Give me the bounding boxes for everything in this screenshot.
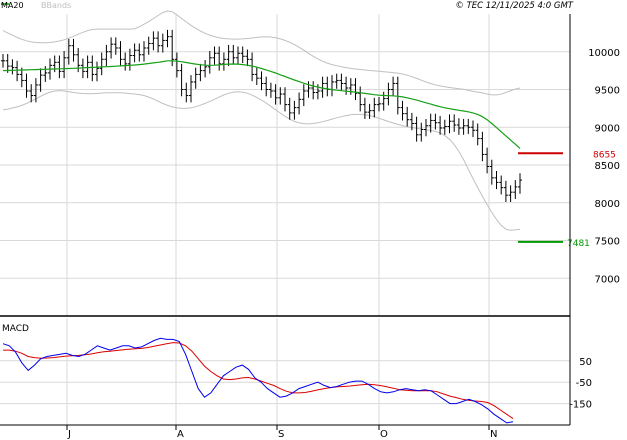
- macd-y-tick-label: 50: [579, 357, 592, 368]
- price-y-axis-labels: 7000 7500 8000 8500 9000 9500 10000: [588, 48, 620, 286]
- price-y-tick-label: 8500: [595, 161, 620, 172]
- price-month-gridlines: [66, 14, 490, 316]
- x-axis-month-label: J: [67, 429, 71, 440]
- price-y-tick-label: 10000: [588, 48, 620, 59]
- x-axis-month-label: S: [278, 429, 284, 440]
- legend-bbands-label: BBands: [41, 1, 71, 10]
- bbands-upper-line: [2, 10, 521, 96]
- macd-line: [2, 337, 514, 424]
- x-axis-month-label: N: [490, 429, 497, 440]
- x-axis-month-label: O: [380, 429, 388, 440]
- macd-panel: MACD 50 -50 -150: [0, 318, 592, 425]
- macd-y-tick-label: -150: [569, 400, 592, 411]
- macd-gridlines: [0, 360, 570, 405]
- macd-title: MACD: [2, 324, 29, 334]
- price-y-tick-label: 9500: [595, 86, 620, 97]
- price-y-tick-label: 7000: [595, 274, 620, 285]
- price-y-tick-label: 9000: [595, 123, 620, 134]
- x-axis-month-label: A: [177, 429, 184, 440]
- resistance-label: 8655: [593, 150, 616, 160]
- bbands-lower-line: [2, 90, 521, 231]
- legend-ma20-label: MA20: [1, 1, 24, 10]
- copyright-text: © TEC 12/11/2025 4:0 GMT: [455, 1, 573, 11]
- price-gridlines: [0, 51, 570, 279]
- macd-month-gridlines: [66, 318, 490, 425]
- legend: MA20 BBands © TEC 12/11/2025 4:0 GMT: [1, 1, 574, 11]
- price-y-tick-label: 7500: [595, 237, 620, 248]
- macd-y-axis-labels: 50 -50 -150: [569, 357, 592, 411]
- support-label: 7481: [567, 239, 590, 249]
- price-y-tick-label: 8000: [595, 199, 620, 210]
- price-bars: [1, 29, 522, 202]
- price-panel: 8655 7481 7000 7500 8000 8500 9000 9500 10000: [0, 10, 620, 316]
- ma20-line: [2, 60, 521, 149]
- macd-y-tick-label: -50: [576, 378, 592, 389]
